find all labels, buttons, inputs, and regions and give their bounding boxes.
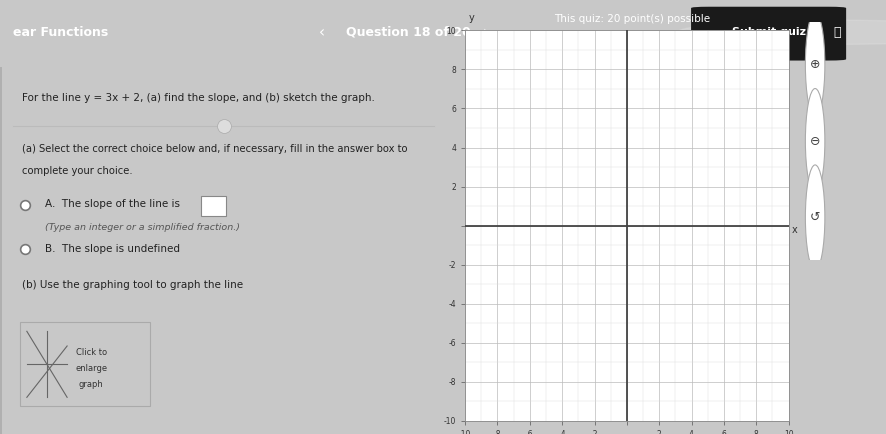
Text: graph: graph <box>79 380 104 389</box>
Text: ⊖: ⊖ <box>810 135 820 148</box>
FancyBboxPatch shape <box>20 322 150 407</box>
Text: x: x <box>792 224 797 235</box>
Text: Question 18 of 20: Question 18 of 20 <box>346 26 470 39</box>
Text: complete your choice.: complete your choice. <box>22 166 133 176</box>
Text: Submit quiz: Submit quiz <box>732 27 806 37</box>
Circle shape <box>805 165 825 270</box>
Text: enlarge: enlarge <box>75 364 107 373</box>
Bar <box>0 67 3 434</box>
Text: ear Functions: ear Functions <box>13 26 109 39</box>
Text: y: y <box>469 13 475 23</box>
Text: (b) Use the graphing tool to graph the line: (b) Use the graphing tool to graph the l… <box>22 280 244 290</box>
Text: This quiz: 20 point(s) possible: This quiz: 20 point(s) possible <box>554 14 710 24</box>
Text: ⊕: ⊕ <box>810 58 820 71</box>
Text: ↺: ↺ <box>810 211 820 224</box>
Circle shape <box>805 89 825 194</box>
Circle shape <box>678 20 886 44</box>
Text: (a) Select the correct choice below and, if necessary, fill in the answer box to: (a) Select the correct choice below and,… <box>22 144 408 154</box>
Text: This question: 1 point(s) possible: This question: 1 point(s) possible <box>554 43 727 53</box>
Text: Click to: Click to <box>75 348 107 357</box>
Circle shape <box>805 12 825 117</box>
Text: ⓘ: ⓘ <box>834 26 841 39</box>
Text: ‹: ‹ <box>319 25 325 40</box>
Text: For the line y = 3x + 2, (a) find the slope, and (b) sketch the graph.: For the line y = 3x + 2, (a) find the sl… <box>22 93 376 103</box>
Text: B.  The slope is undefined: B. The slope is undefined <box>44 244 180 254</box>
FancyBboxPatch shape <box>691 7 846 61</box>
Text: (Type an integer or a simplified fraction.): (Type an integer or a simplified fractio… <box>44 223 240 232</box>
Text: ›: › <box>483 25 489 40</box>
FancyBboxPatch shape <box>201 196 226 216</box>
Text: A.  The slope of the line is: A. The slope of the line is <box>44 199 180 209</box>
